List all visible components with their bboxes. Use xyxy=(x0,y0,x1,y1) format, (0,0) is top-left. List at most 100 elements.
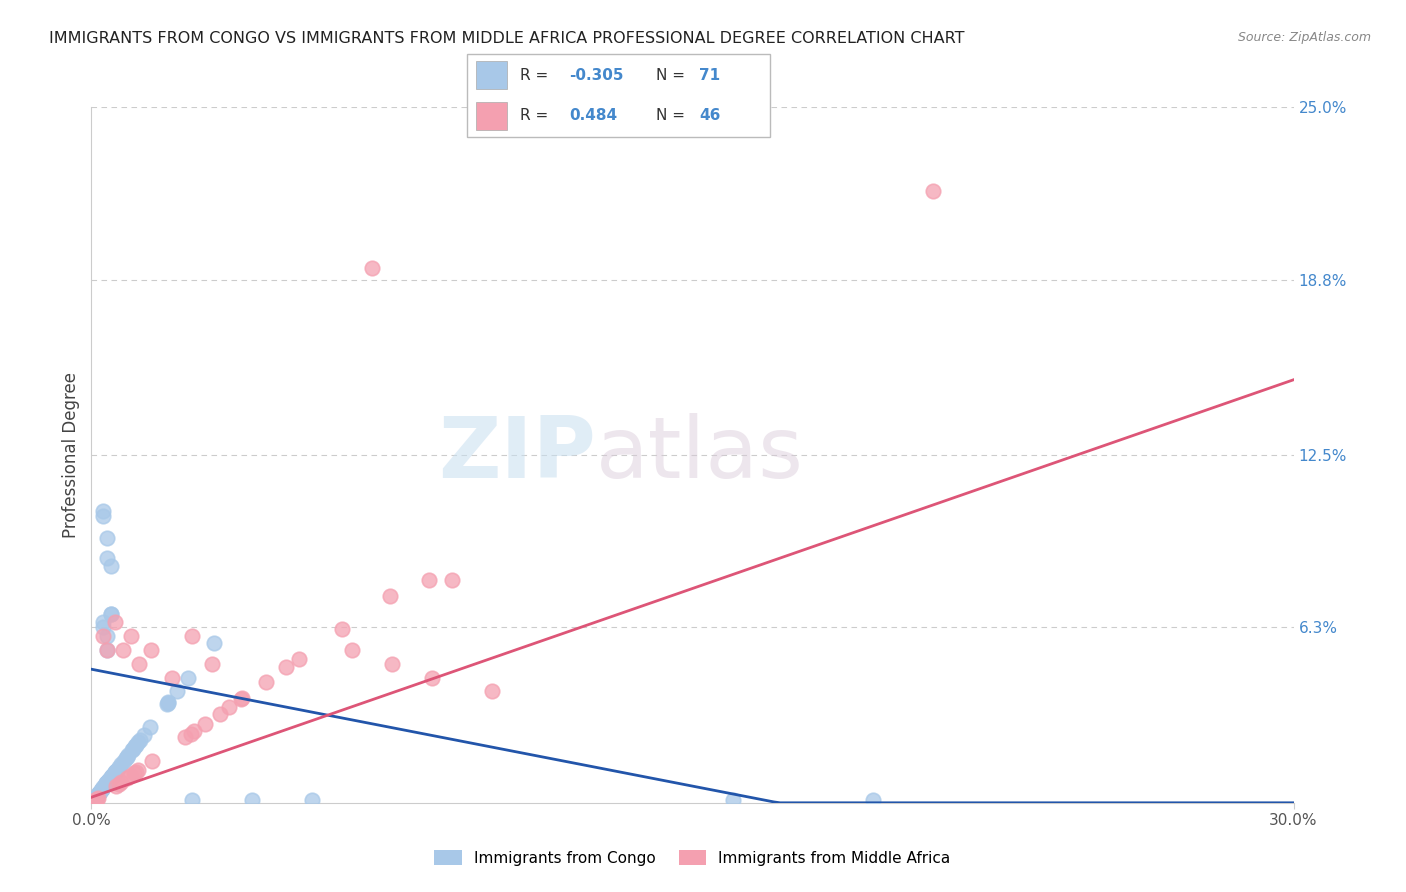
Point xyxy=(98,772,121,787)
Point xyxy=(418,573,440,587)
Text: ZIP: ZIP xyxy=(439,413,596,497)
Text: 46: 46 xyxy=(699,108,720,123)
Point xyxy=(105,763,128,777)
Point xyxy=(420,671,443,685)
Point xyxy=(276,660,298,674)
Text: N =: N = xyxy=(655,68,685,83)
Point xyxy=(82,795,104,809)
Point xyxy=(125,738,148,752)
FancyBboxPatch shape xyxy=(477,62,508,89)
FancyBboxPatch shape xyxy=(467,54,770,137)
Point xyxy=(101,767,124,781)
Point xyxy=(862,793,884,807)
Y-axis label: Professional Degree: Professional Degree xyxy=(62,372,80,538)
Point xyxy=(174,731,197,745)
Point xyxy=(117,748,139,763)
Point xyxy=(94,777,117,791)
Point xyxy=(100,770,122,784)
Point xyxy=(103,767,125,781)
Point xyxy=(127,734,149,748)
Point xyxy=(94,778,117,792)
Point xyxy=(96,532,118,546)
Point xyxy=(101,769,124,783)
Point xyxy=(89,785,111,799)
Point xyxy=(93,509,115,524)
Point xyxy=(83,792,105,806)
Point xyxy=(97,773,120,788)
Point xyxy=(110,775,132,789)
Point xyxy=(114,751,136,765)
Point xyxy=(157,696,180,710)
Point xyxy=(90,782,112,797)
Point xyxy=(378,589,401,603)
Point xyxy=(180,793,202,807)
Point xyxy=(160,671,183,685)
Point xyxy=(381,657,404,671)
Text: R =: R = xyxy=(520,68,548,83)
Point xyxy=(82,795,104,809)
Point xyxy=(112,754,135,768)
Point xyxy=(87,786,110,800)
Text: IMMIGRANTS FROM CONGO VS IMMIGRANTS FROM MIDDLE AFRICA PROFESSIONAL DEGREE CORRE: IMMIGRANTS FROM CONGO VS IMMIGRANTS FROM… xyxy=(49,31,965,46)
Point xyxy=(194,716,217,731)
Point xyxy=(86,791,108,805)
Text: Source: ZipAtlas.com: Source: ZipAtlas.com xyxy=(1237,31,1371,45)
Point xyxy=(157,696,180,710)
Point xyxy=(98,772,121,787)
Point xyxy=(301,793,323,807)
Point xyxy=(96,629,118,643)
Point xyxy=(90,782,112,797)
Point xyxy=(121,743,143,757)
Point xyxy=(105,779,128,793)
Point xyxy=(83,793,105,807)
Point xyxy=(82,795,104,809)
Point xyxy=(84,793,107,807)
Point xyxy=(96,776,118,790)
Point xyxy=(97,773,120,788)
Legend: Immigrants from Congo, Immigrants from Middle Africa: Immigrants from Congo, Immigrants from M… xyxy=(429,844,956,871)
Text: 71: 71 xyxy=(699,68,720,83)
Point xyxy=(93,503,115,517)
Point xyxy=(104,615,127,629)
Point xyxy=(83,793,105,807)
Point xyxy=(104,764,127,779)
Point xyxy=(93,780,115,794)
Point xyxy=(121,742,143,756)
Point xyxy=(922,184,945,198)
Point xyxy=(96,776,118,790)
Point xyxy=(127,764,149,778)
Point xyxy=(141,754,163,768)
Point xyxy=(100,559,122,574)
Point xyxy=(93,629,115,643)
Point xyxy=(100,607,122,621)
Point xyxy=(110,757,132,772)
Text: atlas: atlas xyxy=(596,413,804,497)
FancyBboxPatch shape xyxy=(477,102,508,130)
Point xyxy=(93,620,115,634)
Point xyxy=(107,760,129,774)
Text: N =: N = xyxy=(655,108,685,123)
Point xyxy=(721,793,744,807)
Text: R =: R = xyxy=(520,108,548,123)
Point xyxy=(138,720,160,734)
Point xyxy=(481,684,503,698)
Point xyxy=(96,776,118,790)
Point xyxy=(180,726,202,740)
Point xyxy=(176,671,198,685)
Point xyxy=(202,636,225,650)
Point xyxy=(166,684,188,698)
Point xyxy=(98,772,121,786)
Point xyxy=(254,674,277,689)
Point xyxy=(104,764,127,779)
Text: -0.305: -0.305 xyxy=(569,68,624,83)
Point xyxy=(105,764,128,778)
Point xyxy=(115,749,138,764)
Point xyxy=(87,791,110,805)
Point xyxy=(96,642,118,657)
Point xyxy=(124,739,146,754)
Point xyxy=(100,771,122,785)
Point xyxy=(93,615,115,629)
Point xyxy=(128,657,150,671)
Point xyxy=(156,697,179,711)
Point xyxy=(107,777,129,791)
